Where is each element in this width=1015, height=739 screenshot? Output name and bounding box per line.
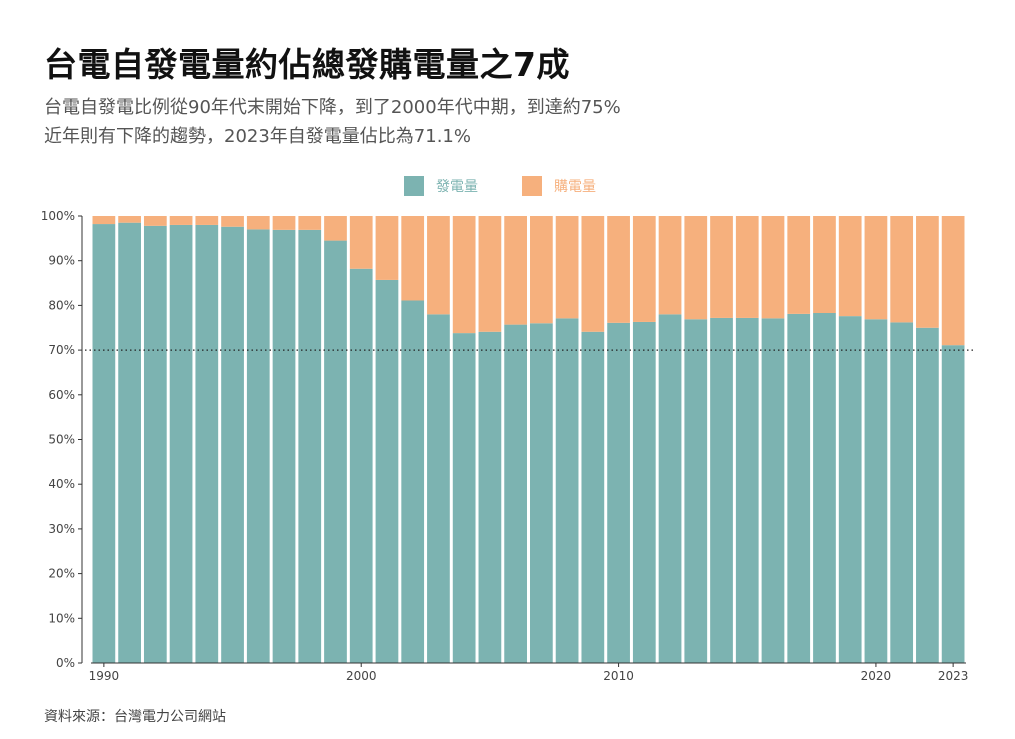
bar-purchase-2023 [942, 216, 965, 345]
bar-generation-1998 [298, 230, 321, 663]
bar-purchase-2014 [710, 216, 733, 318]
x-tick-label: 2020 [861, 669, 892, 683]
bar-generation-2008 [556, 318, 579, 663]
bar-generation-2003 [427, 314, 450, 663]
y-tick-label: 50% [48, 433, 75, 447]
bar-generation-2009 [581, 332, 604, 663]
bar-purchase-2013 [684, 216, 707, 319]
bar-generation-1993 [170, 225, 193, 663]
bar-generation-2010 [607, 323, 630, 663]
bar-generation-1996 [247, 229, 270, 663]
bar-generation-2006 [504, 325, 527, 663]
bar-purchase-2008 [556, 216, 579, 318]
bar-purchase-2000 [350, 216, 373, 269]
bar-purchase-2001 [376, 216, 399, 280]
bar-generation-1994 [195, 225, 218, 663]
bar-purchase-2009 [581, 216, 604, 332]
bar-generation-2019 [839, 316, 862, 663]
bar-generation-2015 [736, 318, 759, 663]
y-tick-label: 60% [48, 388, 75, 402]
y-tick-label: 30% [48, 522, 75, 536]
bars-group [93, 216, 965, 663]
bar-purchase-2019 [839, 216, 862, 316]
bar-generation-2002 [401, 300, 424, 663]
bar-purchase-1991 [118, 216, 141, 223]
bar-purchase-1997 [273, 216, 296, 230]
y-tick-label: 90% [48, 254, 75, 268]
bar-purchase-2017 [787, 216, 810, 314]
bar-purchase-2016 [762, 216, 785, 318]
y-tick-label: 40% [48, 477, 75, 491]
y-axis: 0% 10% 20% 30% 40% 50% 60% 70% 80% 90% 100% [41, 209, 82, 670]
bar-generation-2016 [762, 318, 785, 663]
bar-generation-2021 [890, 322, 913, 663]
bar-purchase-1993 [170, 216, 193, 225]
bar-purchase-2021 [890, 216, 913, 322]
bar-purchase-1992 [144, 216, 167, 226]
bar-generation-2018 [813, 313, 836, 663]
y-tick-label: 100% [41, 209, 75, 223]
bar-generation-2020 [865, 319, 888, 663]
bar-generation-2023 [942, 345, 965, 663]
bar-purchase-1990 [93, 216, 116, 224]
bar-purchase-2012 [659, 216, 682, 314]
y-tick-label: 80% [48, 298, 75, 312]
bar-generation-2007 [530, 323, 553, 663]
bar-generation-2004 [453, 333, 476, 663]
bar-generation-2013 [684, 319, 707, 663]
bar-generation-2017 [787, 314, 810, 663]
bar-generation-1997 [273, 230, 296, 663]
bar-generation-2022 [916, 328, 939, 663]
bar-generation-2011 [633, 322, 656, 663]
bar-purchase-2011 [633, 216, 656, 322]
bar-purchase-2007 [530, 216, 553, 323]
source-note: 資料來源：台灣電力公司網站 [44, 706, 226, 726]
bar-purchase-2015 [736, 216, 759, 318]
bar-purchase-1994 [195, 216, 218, 225]
bar-generation-2012 [659, 314, 682, 663]
bar-purchase-2018 [813, 216, 836, 313]
bar-generation-1991 [118, 223, 141, 663]
bar-generation-1999 [324, 241, 347, 663]
y-tick-label: 0% [56, 656, 75, 670]
x-tick-label: 2023 [938, 669, 969, 683]
bar-purchase-2005 [479, 216, 502, 332]
bar-generation-2000 [350, 269, 373, 663]
bar-purchase-2002 [401, 216, 424, 300]
x-tick-label: 2000 [346, 669, 377, 683]
bar-generation-1995 [221, 227, 244, 663]
y-tick-label: 10% [48, 611, 75, 625]
bar-purchase-2010 [607, 216, 630, 323]
bar-purchase-1995 [221, 216, 244, 227]
bar-purchase-1998 [298, 216, 321, 230]
x-axis: 1990 2000 2010 2020 2023 [89, 663, 969, 683]
bar-purchase-2004 [453, 216, 476, 333]
bar-purchase-2003 [427, 216, 450, 314]
bar-generation-2005 [479, 332, 502, 663]
bar-purchase-1996 [247, 216, 270, 229]
bar-purchase-1999 [324, 216, 347, 241]
bar-generation-2014 [710, 318, 733, 663]
bar-generation-1990 [93, 224, 116, 663]
bar-purchase-2022 [916, 216, 939, 328]
bar-generation-1992 [144, 226, 167, 663]
y-tick-label: 70% [48, 343, 75, 357]
bar-purchase-2006 [504, 216, 527, 325]
y-tick-label: 20% [48, 567, 75, 581]
x-tick-label: 1990 [89, 669, 120, 683]
bar-generation-2001 [376, 280, 399, 663]
x-tick-label: 2010 [603, 669, 634, 683]
bar-purchase-2020 [865, 216, 888, 319]
